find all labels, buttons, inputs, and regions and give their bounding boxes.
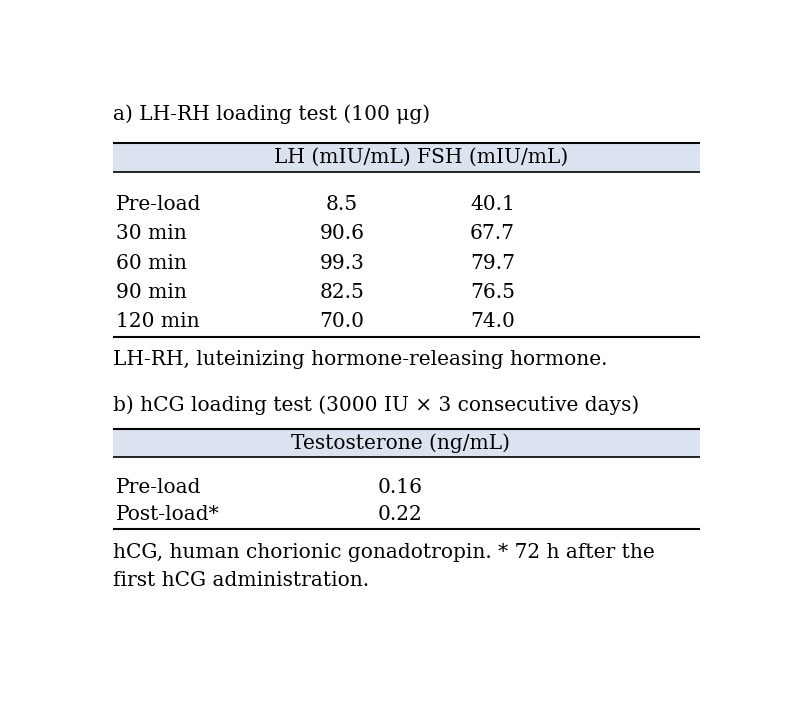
Text: FSH (mIU/mL): FSH (mIU/mL) xyxy=(417,148,568,167)
Text: 74.0: 74.0 xyxy=(470,312,515,331)
Text: Pre-load: Pre-load xyxy=(116,196,201,214)
Text: 30 min: 30 min xyxy=(116,225,186,244)
Text: hCG, human chorionic gonadotropin. * 72 h after the: hCG, human chorionic gonadotropin. * 72 … xyxy=(113,544,654,563)
Text: Testosterone (ng/mL): Testosterone (ng/mL) xyxy=(291,433,510,452)
Text: 82.5: 82.5 xyxy=(320,283,364,302)
Text: 0.16: 0.16 xyxy=(377,478,423,497)
Text: b) hCG loading test (3000 IU × 3 consecutive days): b) hCG loading test (3000 IU × 3 consecu… xyxy=(113,395,639,415)
Text: 99.3: 99.3 xyxy=(320,254,364,273)
Text: 90 min: 90 min xyxy=(116,283,186,302)
Text: 120 min: 120 min xyxy=(116,312,199,331)
Text: 70.0: 70.0 xyxy=(320,312,364,331)
Text: 8.5: 8.5 xyxy=(326,196,358,214)
Text: first hCG administration.: first hCG administration. xyxy=(113,571,369,590)
Text: 79.7: 79.7 xyxy=(470,254,515,273)
Text: 60 min: 60 min xyxy=(116,254,186,273)
Text: 0.22: 0.22 xyxy=(378,505,423,524)
Text: Pre-load: Pre-load xyxy=(116,478,201,497)
Text: Post-load*: Post-load* xyxy=(116,505,220,524)
Bar xyxy=(113,429,700,457)
Text: a) LH-RH loading test (100 μg): a) LH-RH loading test (100 μg) xyxy=(113,104,430,124)
Bar xyxy=(113,143,700,172)
Text: 90.6: 90.6 xyxy=(320,225,364,244)
Text: 67.7: 67.7 xyxy=(470,225,515,244)
Text: 40.1: 40.1 xyxy=(470,196,515,214)
Text: 76.5: 76.5 xyxy=(470,283,515,302)
Text: LH (mIU/mL): LH (mIU/mL) xyxy=(274,148,410,167)
Text: LH-RH, luteinizing hormone-releasing hormone.: LH-RH, luteinizing hormone-releasing hor… xyxy=(113,350,607,369)
